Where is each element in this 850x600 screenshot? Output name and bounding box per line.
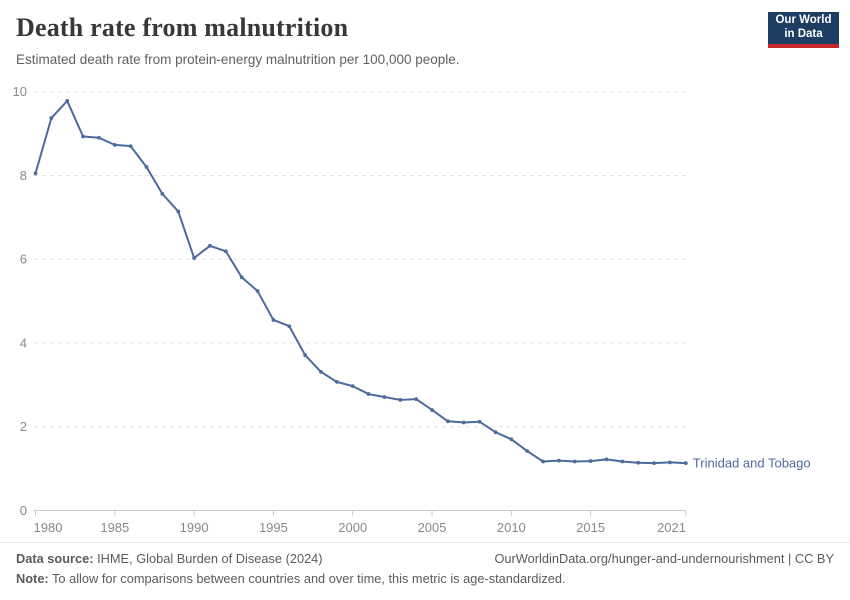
data-point-2005[interactable] xyxy=(430,408,434,412)
data-point-1989[interactable] xyxy=(176,209,181,214)
data-point-1990[interactable] xyxy=(192,256,197,260)
data-point-1992[interactable] xyxy=(223,249,228,254)
line-series-trinidad-and-tobago[interactable] xyxy=(34,99,687,465)
x-tick-label-2010: 2010 xyxy=(497,520,526,535)
data-point-2012[interactable] xyxy=(541,459,545,464)
x-tick-label-1985: 1985 xyxy=(100,520,129,535)
data-point-1986[interactable] xyxy=(128,144,133,149)
x-tick-label-1980: 1980 xyxy=(34,520,63,535)
data-point-2009[interactable] xyxy=(493,430,498,435)
page-title: Death rate from malnutrition xyxy=(16,13,349,42)
owid-logo[interactable]: Our World in Data xyxy=(768,12,839,48)
data-point-1995[interactable] xyxy=(271,318,276,322)
data-point-2019[interactable] xyxy=(652,461,656,466)
data-point-1981[interactable] xyxy=(49,116,54,120)
data-point-2011[interactable] xyxy=(525,449,530,453)
footer-note-row: Note: To allow for comparisons between c… xyxy=(16,569,834,589)
chart-footer: Data source: IHME, Global Burden of Dise… xyxy=(0,542,850,589)
y-tick-label-8: 8 xyxy=(20,168,27,183)
data-point-1991[interactable] xyxy=(208,243,212,248)
owid-logo-text: Our World in Data xyxy=(775,14,832,40)
data-point-2002[interactable] xyxy=(382,395,387,399)
note-text: Note: To allow for comparisons between c… xyxy=(16,570,566,586)
data-point-1987[interactable] xyxy=(144,165,149,169)
y-tick-label-6: 6 xyxy=(20,252,27,267)
y-tick-label-2: 2 xyxy=(20,419,27,434)
x-tick-label-2015: 2015 xyxy=(576,520,605,535)
data-source-text: Data source: IHME, Global Burden of Dise… xyxy=(16,551,323,566)
y-tick-label-4: 4 xyxy=(20,335,27,350)
data-point-2021[interactable] xyxy=(683,461,688,466)
data-point-1988[interactable] xyxy=(160,191,165,196)
footer-sources-row: Data source: IHME, Global Burden of Dise… xyxy=(16,549,834,569)
data-point-2013[interactable] xyxy=(557,458,561,463)
x-tick-label-2021: 2021 xyxy=(657,520,686,535)
data-point-1982[interactable] xyxy=(65,99,70,103)
data-point-1996[interactable] xyxy=(287,324,292,329)
data-point-2016[interactable] xyxy=(604,457,609,462)
data-point-1980[interactable] xyxy=(33,171,38,176)
data-point-2008[interactable] xyxy=(477,419,482,424)
x-tick-label-2000: 2000 xyxy=(338,520,367,535)
data-point-1984[interactable] xyxy=(97,135,101,140)
data-point-2006[interactable] xyxy=(445,419,450,424)
data-point-2015[interactable] xyxy=(588,459,593,463)
x-tick-label-2005: 2005 xyxy=(418,520,447,535)
data-point-1998[interactable] xyxy=(319,369,323,374)
data-point-2000[interactable] xyxy=(350,384,355,389)
data-point-1997[interactable] xyxy=(303,353,308,358)
data-point-2020[interactable] xyxy=(668,460,672,465)
entity-label: Trinidad and Tobago xyxy=(693,456,811,471)
data-point-2007[interactable] xyxy=(461,420,466,425)
data-point-1999[interactable] xyxy=(334,380,339,384)
y-tick-label-0: 0 xyxy=(20,503,27,518)
x-tick-label-1995: 1995 xyxy=(259,520,288,535)
data-point-2018[interactable] xyxy=(636,460,641,465)
data-point-1985[interactable] xyxy=(112,142,117,147)
data-point-2004[interactable] xyxy=(414,397,419,401)
data-point-2001[interactable] xyxy=(366,392,371,396)
y-tick-label-10: 10 xyxy=(13,84,27,99)
data-point-2010[interactable] xyxy=(509,437,514,442)
data-point-1993[interactable] xyxy=(239,275,244,280)
chart-subtitle: Estimated death rate from protein-energy… xyxy=(16,52,460,67)
data-point-2003[interactable] xyxy=(398,398,403,402)
data-point-1994[interactable] xyxy=(255,289,260,293)
x-tick-label-1990: 1990 xyxy=(180,520,209,535)
owid-url-link[interactable]: OurWorldinData.org/hunger-and-undernouri… xyxy=(494,551,834,566)
data-point-2017[interactable] xyxy=(620,459,625,464)
data-point-1983[interactable] xyxy=(81,134,85,139)
data-point-2014[interactable] xyxy=(572,459,577,464)
